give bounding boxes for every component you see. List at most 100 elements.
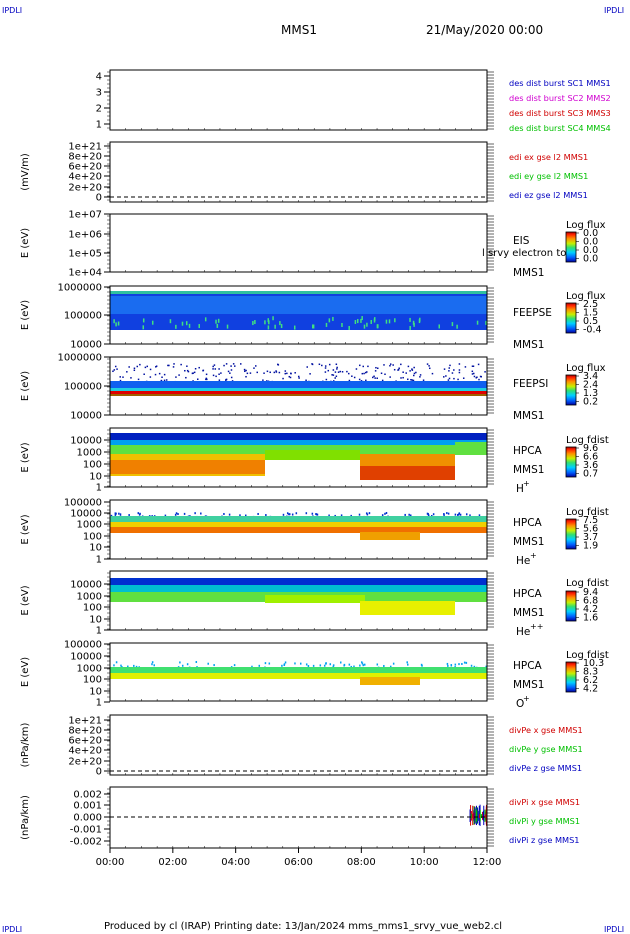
spectrogram-speck: [463, 661, 466, 664]
spectrogram-speck: [438, 324, 440, 329]
spectrogram-band: [455, 442, 487, 450]
legend-entry: edi ey gse l2 MMS1: [509, 171, 588, 181]
spectrogram-speck: [195, 661, 198, 664]
spectrogram-speck: [412, 320, 415, 325]
spectrogram-speck: [333, 380, 335, 382]
colorbar-tick-label: 6.6: [583, 452, 598, 463]
spectrogram-speck: [461, 662, 463, 665]
spectrogram-speck: [213, 664, 215, 667]
x-tick-label: 02:00: [158, 857, 187, 868]
spectrogram-speck: [392, 662, 395, 665]
colorbar-tick-label: 1.6: [583, 613, 598, 624]
spectrogram-speck: [137, 378, 140, 381]
spectrogram-speck: [169, 319, 172, 324]
spectrogram-speck: [325, 662, 327, 665]
y-tick-label: 8e+20: [68, 152, 102, 163]
spectrogram-band: [110, 433, 487, 441]
spectrogram-band: [110, 522, 487, 527]
spectrogram-speck: [407, 378, 409, 381]
spectrogram-speck: [245, 514, 247, 517]
colorbar-tick-label: 1.5: [583, 308, 598, 319]
spectrogram-speck: [332, 374, 335, 376]
spectrogram-speck: [324, 367, 327, 369]
spectrogram-speck: [110, 514, 113, 517]
spectrogram-speck: [262, 379, 264, 381]
spectrogram-speck: [122, 376, 124, 378]
spectrogram-speck: [316, 513, 319, 516]
panel-frame: [109, 141, 488, 203]
spectrogram-speck: [476, 376, 478, 378]
spectrogram-speck: [175, 324, 177, 329]
spectrogram-speck: [484, 371, 486, 373]
colorbar-tick-label: 0.0: [583, 254, 598, 265]
spectrogram-speck: [133, 367, 136, 370]
spectrogram-speck: [307, 665, 310, 668]
spectrogram-speck: [363, 372, 365, 375]
spectrogram-speck: [458, 513, 460, 516]
colorbar-tick-label: 2.4: [583, 380, 598, 391]
y-tick-label: 10: [89, 687, 102, 698]
spectrogram-speck: [473, 375, 476, 378]
colorbar-tick-label: -0.4: [583, 325, 602, 336]
y-tick-label: 1000000: [57, 283, 102, 294]
spectrogram-speck: [295, 512, 298, 515]
spectrogram-band: [110, 460, 265, 474]
colorbar-tick-label: 3.4: [583, 371, 598, 382]
spectrogram-speck: [361, 661, 363, 664]
spectrogram-speck: [409, 325, 411, 330]
spectrogram-speck: [153, 664, 155, 667]
spectrogram-speck: [356, 319, 359, 324]
spectrogram-speck: [405, 372, 407, 374]
spectrogram-speck: [155, 366, 157, 368]
spectrogram-speck: [350, 514, 352, 517]
spectrogram-speck: [273, 371, 276, 374]
y-tick-label: 0.000: [73, 813, 102, 824]
y-axis-label: (mV/m): [20, 153, 31, 191]
spectrogram-speck: [218, 368, 220, 370]
mission-label: MMS1: [513, 607, 544, 619]
spectrogram-speck: [325, 322, 328, 327]
colorbar: [565, 661, 577, 693]
spectrogram-speck: [218, 373, 220, 375]
spectrogram-speck: [473, 665, 476, 668]
spectrogram-speck: [185, 376, 187, 379]
spectrogram-speck: [117, 321, 120, 326]
y-tick-label: 1e+07: [68, 210, 102, 221]
spectrogram-speck: [286, 372, 288, 375]
x-tick-label: 12:00: [473, 857, 502, 868]
spectrogram-speck: [376, 663, 379, 666]
spectrogram-speck: [223, 364, 225, 367]
spectrogram-speck: [358, 378, 361, 381]
spectrogram-speck: [233, 664, 236, 667]
legend-entry: divPe y gse MMS1: [509, 744, 583, 754]
spectrogram-speck: [358, 513, 361, 516]
spectrogram-speck: [419, 376, 421, 378]
spectrogram-speck: [353, 376, 356, 379]
spectrogram-speck: [291, 513, 294, 516]
spectrogram-speck: [128, 366, 130, 368]
spectrogram-speck: [149, 368, 152, 371]
spectrogram-speck: [173, 363, 175, 365]
panels: 1 2 3 4 des dist burst SC1 MMS1 des dist burs…: [20, 69, 611, 868]
spectrogram-speck: [412, 374, 415, 377]
spectrogram-speck: [232, 363, 235, 365]
spectrogram-speck: [334, 371, 337, 373]
spectrogram-speck: [389, 665, 392, 668]
spectrogram-speck: [167, 364, 169, 367]
spectrogram-speck: [191, 372, 194, 375]
spectrogram-speck: [175, 376, 177, 378]
spectrogram-speck: [215, 319, 217, 324]
spectrogram-speck: [151, 320, 154, 325]
x-tick-label: 00:00: [96, 857, 125, 868]
spectrogram-speck: [447, 379, 450, 381]
instrument-label: FEEPSI: [513, 378, 548, 390]
x-tick-label: 04:00: [221, 857, 250, 868]
spectrogram-speck: [346, 370, 348, 373]
spectrogram-speck: [470, 664, 473, 667]
spectrogram-speck: [280, 324, 283, 329]
y-tick-label: 1e+06: [68, 230, 102, 241]
spectrogram-speck: [186, 365, 188, 367]
spectrogram-speck: [408, 513, 410, 516]
spectrogram-speck: [286, 512, 289, 515]
